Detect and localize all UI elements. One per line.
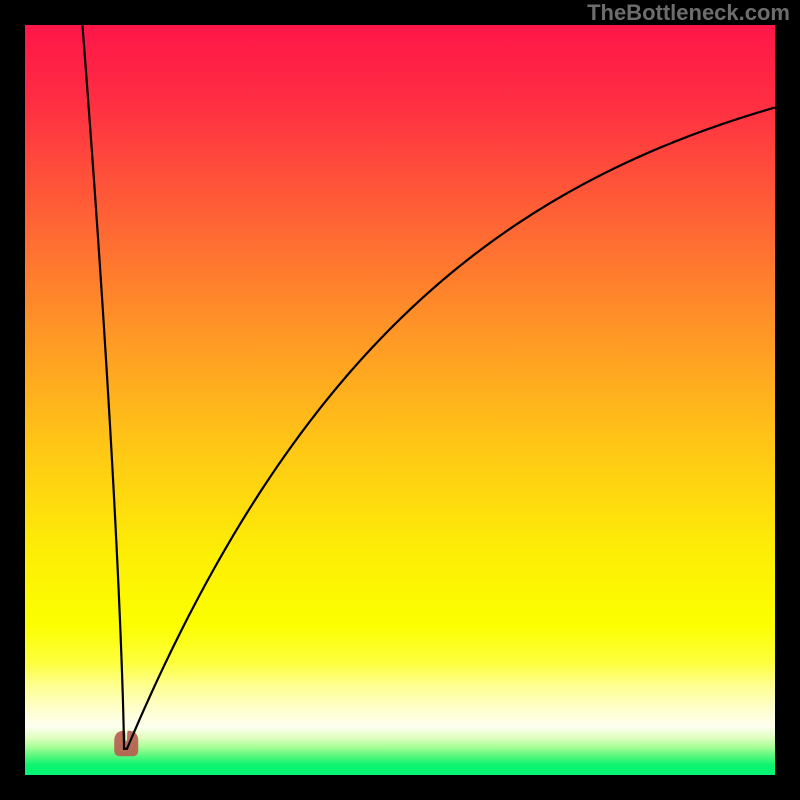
chart-background-gradient <box>25 25 775 775</box>
bottleneck-heatmap-chart <box>0 0 800 800</box>
chart-container: TheBottleneck.com <box>0 0 800 800</box>
source-watermark: TheBottleneck.com <box>587 0 790 26</box>
